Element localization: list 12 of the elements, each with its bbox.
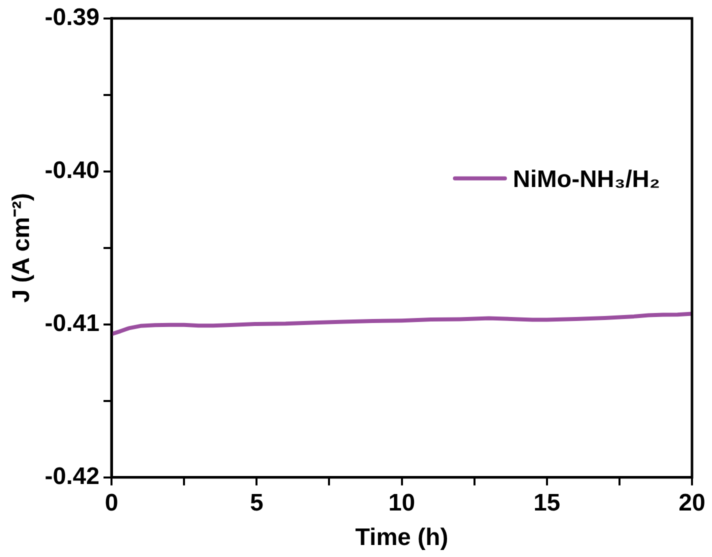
y-tick-label: -0.39 [44,4,100,32]
x-axis-title: Time (h) [355,524,448,552]
y-axis-title: J (A cm⁻²) [8,193,36,303]
x-tick-label: 15 [534,489,560,516]
legend-label: NiMo-NH₃/H₂ [512,166,660,194]
y-tick-label: -0.41 [44,310,100,338]
x-tick-label: 10 [388,489,416,516]
y-tick-label: -0.42 [44,463,100,490]
x-tick-label: 5 [250,489,264,516]
x-tick-label: 0 [104,489,118,516]
x-tick-label: 20 [678,489,706,516]
y-tick-label: -0.40 [44,157,100,184]
